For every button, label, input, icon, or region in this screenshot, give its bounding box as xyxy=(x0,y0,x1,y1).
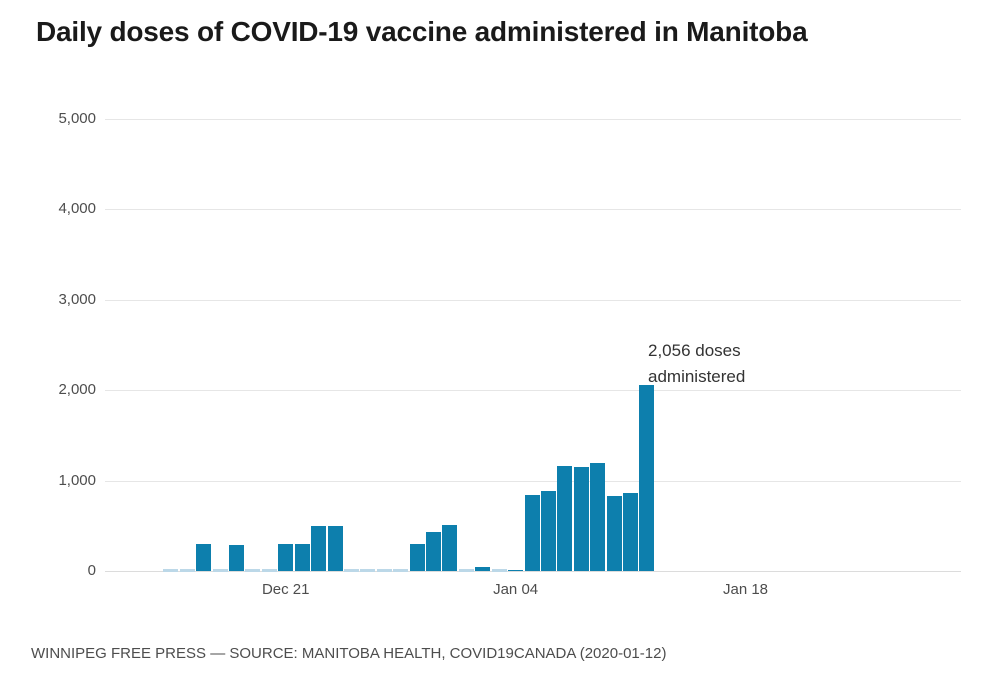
bar xyxy=(606,495,622,571)
y-gridline-1000 xyxy=(105,480,961,482)
zero-bar xyxy=(179,569,195,572)
y-gridline-2000 xyxy=(105,390,961,392)
bar xyxy=(557,465,573,571)
bar xyxy=(508,569,524,571)
bar xyxy=(327,526,343,571)
x-tick-label: Jan 04 xyxy=(493,581,539,598)
y-tick-label: 4,000 xyxy=(58,200,96,218)
y-gridline-0 xyxy=(105,571,961,572)
bar xyxy=(573,466,589,571)
y-gridline-5000 xyxy=(105,119,961,120)
zero-bar xyxy=(212,569,228,572)
x-tick-label: Jan 18 xyxy=(722,581,769,598)
zero-bar xyxy=(360,569,376,572)
bar-annotation-line-1: 2,056 doses xyxy=(648,341,741,360)
bar xyxy=(475,567,491,571)
source-attribution: WINNIPEG FREE PRESS — SOURCE: MANITOBA H… xyxy=(31,645,667,662)
bar xyxy=(311,525,327,571)
bar xyxy=(639,385,655,571)
zero-bar xyxy=(245,569,261,572)
bar xyxy=(278,544,294,571)
bar-annotation-line-2: administered xyxy=(648,367,746,386)
y-tick-label: 2,000 xyxy=(58,381,96,399)
zero-bar xyxy=(261,569,277,572)
bar xyxy=(196,543,212,571)
bar xyxy=(623,493,639,571)
zero-bar xyxy=(163,569,179,572)
y-tick-label: 3,000 xyxy=(58,290,96,308)
zero-bar xyxy=(393,569,409,572)
zero-bar xyxy=(343,569,359,572)
y-tick-label: 0 xyxy=(87,562,96,579)
bar xyxy=(294,544,310,571)
bar-annotation: 2,056 doses administered xyxy=(648,338,745,390)
zero-bar xyxy=(491,569,507,572)
bar xyxy=(409,543,425,571)
y-gridline-4000 xyxy=(105,209,961,211)
bar xyxy=(228,544,244,571)
bar xyxy=(442,524,458,571)
bar xyxy=(524,494,540,571)
bar xyxy=(590,462,606,571)
bar xyxy=(426,532,442,571)
bar xyxy=(540,491,556,571)
y-gridline-3000 xyxy=(105,299,961,301)
zero-bar xyxy=(376,569,392,572)
chart-title: Daily doses of COVID-19 vaccine administ… xyxy=(36,16,808,47)
y-tick-label: 5,000 xyxy=(58,110,96,127)
zero-bar xyxy=(458,569,474,572)
y-tick-label: 1,000 xyxy=(58,471,96,489)
x-tick-label: Dec 21 xyxy=(261,581,310,598)
